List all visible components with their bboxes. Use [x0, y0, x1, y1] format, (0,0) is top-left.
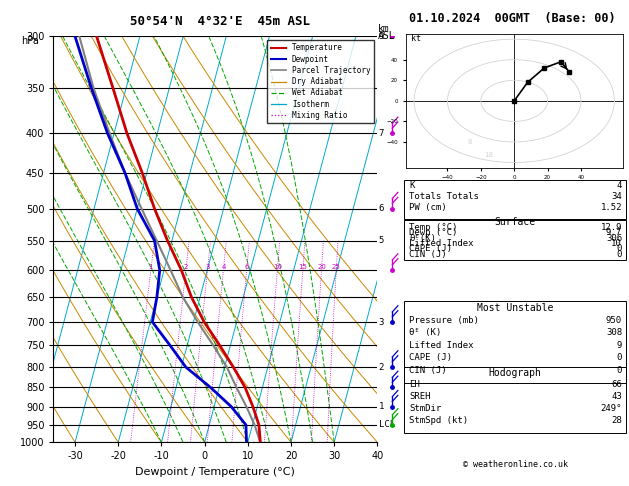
Text: Lifted Index: Lifted Index [409, 341, 474, 350]
Text: 1: 1 [148, 264, 153, 270]
Text: 1: 1 [379, 402, 384, 411]
Text: 6: 6 [245, 264, 249, 270]
Text: 25: 25 [332, 264, 341, 270]
Text: Lifted Index: Lifted Index [409, 239, 474, 248]
Text: StmDir: StmDir [409, 404, 442, 413]
Text: 18: 18 [484, 153, 493, 158]
Text: 28: 28 [611, 416, 622, 425]
Text: km: km [378, 24, 390, 34]
Text: kt: kt [411, 34, 421, 43]
Text: 306: 306 [606, 234, 622, 243]
Text: 4: 4 [221, 264, 226, 270]
Text: 9: 9 [616, 341, 622, 350]
Text: 4: 4 [616, 181, 622, 190]
Text: 20: 20 [317, 264, 326, 270]
Text: 1.52: 1.52 [601, 203, 622, 212]
Text: 308: 308 [606, 328, 622, 337]
Text: hPa: hPa [21, 36, 39, 47]
Text: 3: 3 [205, 264, 209, 270]
Text: 10: 10 [611, 239, 622, 248]
Text: Totals Totals: Totals Totals [409, 192, 479, 201]
Text: 0: 0 [616, 366, 622, 375]
Text: 10: 10 [273, 264, 282, 270]
Text: 66: 66 [611, 381, 622, 389]
Text: CIN (J): CIN (J) [409, 366, 447, 375]
Text: 01.10.2024  00GMT  (Base: 00): 01.10.2024 00GMT (Base: 00) [409, 12, 616, 25]
Text: 5: 5 [379, 236, 384, 245]
Text: θᴱ(K): θᴱ(K) [409, 234, 437, 243]
Legend: Temperature, Dewpoint, Parcel Trajectory, Dry Adiabat, Wet Adiabat, Isotherm, Mi: Temperature, Dewpoint, Parcel Trajectory… [267, 40, 374, 123]
Text: 50°54'N  4°32'E  45m ASL: 50°54'N 4°32'E 45m ASL [130, 15, 310, 28]
Text: Most Unstable: Most Unstable [477, 303, 554, 312]
Text: Surface: Surface [494, 217, 536, 227]
Text: Dewp (°C): Dewp (°C) [409, 228, 458, 238]
Text: Temp (°C): Temp (°C) [409, 223, 458, 232]
Text: 9: 9 [379, 32, 384, 41]
Text: 7: 7 [379, 129, 384, 138]
Text: 0: 0 [616, 244, 622, 253]
Text: 249°: 249° [601, 404, 622, 413]
Text: © weatheronline.co.uk: © weatheronline.co.uk [463, 460, 567, 469]
Text: 8: 8 [467, 139, 472, 145]
Text: 0: 0 [616, 353, 622, 363]
Text: 9.7: 9.7 [606, 228, 622, 238]
Text: 2: 2 [184, 264, 188, 270]
Text: 43: 43 [611, 392, 622, 401]
Text: θᴱ (K): θᴱ (K) [409, 328, 442, 337]
Text: 34: 34 [611, 192, 622, 201]
Text: EH: EH [409, 381, 420, 389]
Text: CAPE (J): CAPE (J) [409, 353, 452, 363]
Text: 2: 2 [379, 363, 384, 372]
Text: Hodograph: Hodograph [489, 368, 542, 378]
Text: 950: 950 [606, 316, 622, 325]
Text: 0: 0 [616, 250, 622, 259]
Text: 12.9: 12.9 [601, 223, 622, 232]
Text: LCL: LCL [379, 420, 394, 430]
Text: K: K [409, 181, 415, 190]
Text: 6: 6 [379, 204, 384, 213]
Text: SREH: SREH [409, 392, 431, 401]
Text: StmSpd (kt): StmSpd (kt) [409, 416, 469, 425]
Text: CIN (J): CIN (J) [409, 250, 447, 259]
Text: 15: 15 [298, 264, 307, 270]
Text: CAPE (J): CAPE (J) [409, 244, 452, 253]
Text: ASL: ASL [378, 31, 396, 41]
Text: 3: 3 [379, 317, 384, 327]
Text: PW (cm): PW (cm) [409, 203, 447, 212]
X-axis label: Dewpoint / Temperature (°C): Dewpoint / Temperature (°C) [135, 467, 296, 477]
Text: Pressure (mb): Pressure (mb) [409, 316, 479, 325]
